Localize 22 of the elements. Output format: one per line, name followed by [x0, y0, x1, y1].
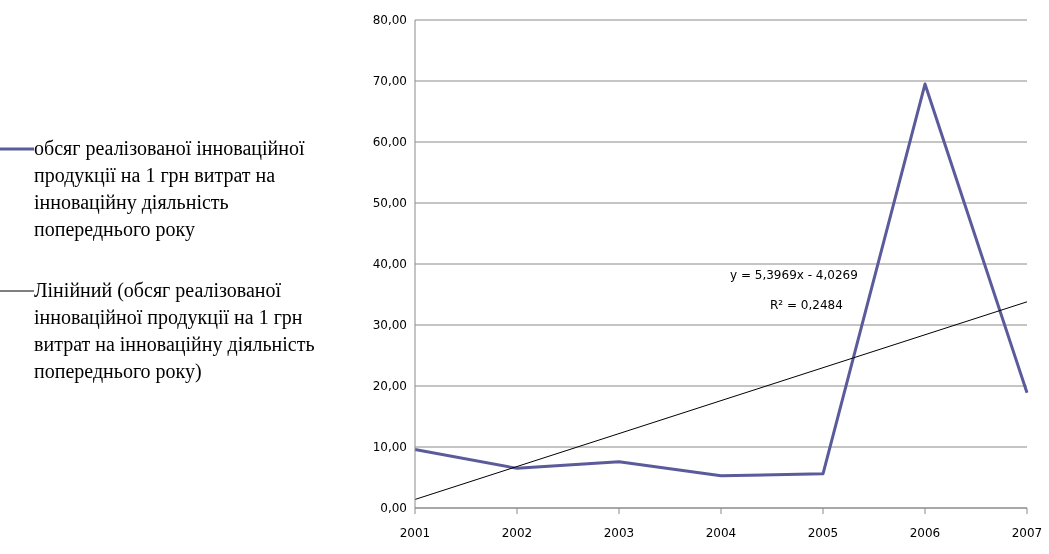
line-series [414, 301, 1028, 500]
annotation: y = 5,3969x - 4,0269 [730, 268, 858, 282]
y-tick-label: 0,00 [380, 501, 407, 516]
y-tick-label: 20,00 [372, 379, 407, 394]
y-tick-label: 50,00 [372, 196, 407, 211]
annotation: R² = 0,2484 [770, 298, 843, 312]
y-tick-label: 40,00 [372, 257, 407, 272]
y-tick-label: 80,00 [372, 13, 407, 28]
legend-label: обсяг реалізованої інноваційної продукції на 1 грн витрат на інноваційну діяльність попереднього року [34, 136, 306, 243]
x-tick-label: 2001 [399, 525, 431, 540]
line-series [413, 82, 1029, 478]
y-tick-label: 30,00 [372, 318, 407, 333]
y-tick-label: 70,00 [372, 74, 407, 89]
y-tick-label: 60,00 [372, 135, 407, 150]
x-tick-label: 2002 [501, 525, 533, 540]
x-tick-label: 2003 [603, 525, 635, 540]
x-tick-label: 2004 [705, 525, 737, 540]
legend-label: Лінійний (обсяг реалізованої інноваційної продукції на 1 грн витрат на інноваційну діяльність попереднього року) [34, 278, 316, 385]
x-tick-label: 2005 [807, 525, 839, 540]
y-tick-label: 10,00 [372, 440, 407, 455]
x-tick-label: 2006 [909, 525, 941, 540]
x-tick-label: 2007 [1011, 525, 1043, 540]
